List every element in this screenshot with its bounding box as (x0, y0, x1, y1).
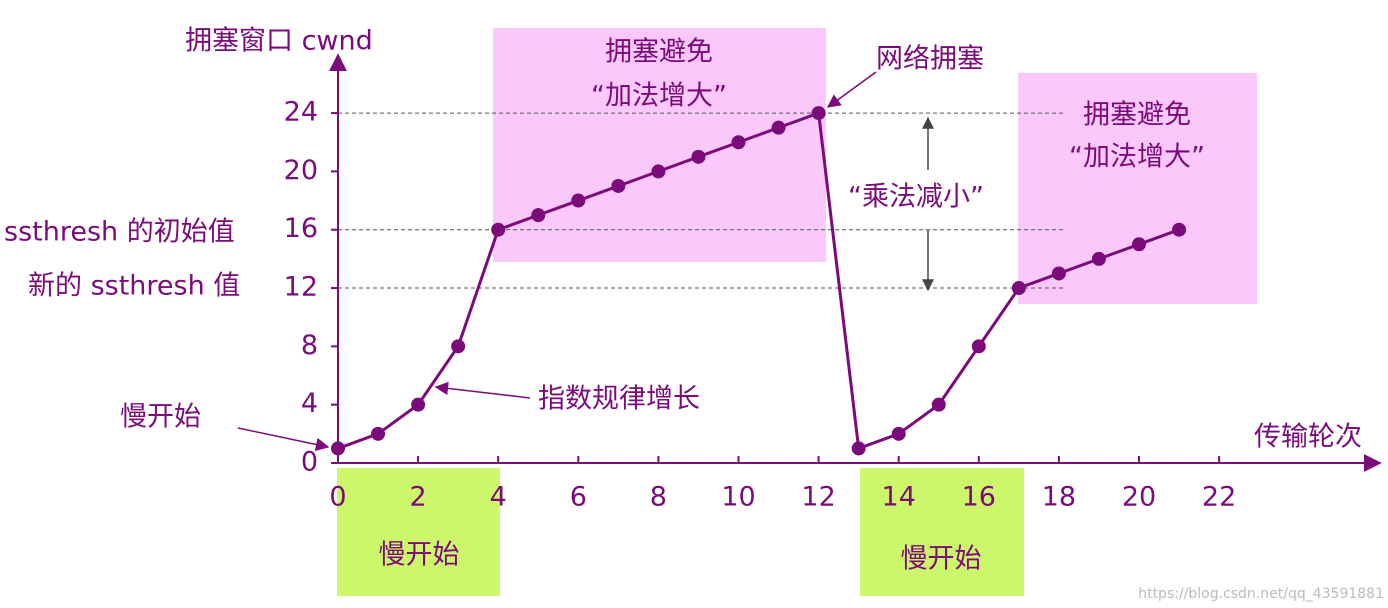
x-tick-label: 22 (1202, 482, 1236, 513)
avoidance-box (1018, 73, 1257, 304)
point (411, 397, 426, 412)
y-tick-label: 16 (284, 213, 318, 244)
x-tick-label: 12 (801, 482, 835, 513)
pointer-arrow (237, 427, 330, 452)
y-axis-title: 拥塞窗口 cwnd (185, 26, 373, 57)
point (691, 149, 706, 164)
annotation: “加法增大” (591, 81, 727, 112)
annotation: 拥塞避免 (1083, 100, 1191, 131)
point (811, 106, 826, 121)
annotation: “加法增大” (1069, 142, 1205, 173)
x-tick-label: 8 (650, 482, 667, 513)
point (731, 135, 746, 150)
point (371, 426, 386, 441)
x-tick-label: 6 (570, 482, 587, 513)
avoidance-box (493, 28, 826, 262)
point (491, 222, 506, 237)
annotation: 新的 ssthresh 值 (28, 271, 240, 302)
point (931, 397, 946, 412)
point (771, 120, 786, 135)
point (451, 339, 466, 354)
pointer-arrow (826, 71, 877, 108)
annotation: ssthresh 的初始值 (4, 217, 235, 248)
y-tick-label: 8 (301, 330, 318, 361)
point (1011, 281, 1026, 296)
y-tick-label: 20 (284, 155, 318, 186)
annotation: 慢开始 (901, 544, 982, 575)
x-tick-label: 2 (410, 482, 427, 513)
point (851, 441, 866, 456)
point (891, 426, 906, 441)
point (1172, 222, 1187, 237)
point (531, 208, 546, 223)
slow-start-box (860, 468, 1024, 596)
point (1091, 251, 1106, 266)
reference-lines (338, 112, 1065, 289)
plot (331, 106, 1187, 456)
y-tick-label: 4 (301, 388, 318, 419)
y-tick-label: 12 (284, 272, 318, 303)
slow-start-box (337, 468, 500, 596)
x-axis-title: 传输轮次 (1254, 422, 1362, 453)
y-tick-label: 24 (284, 97, 318, 128)
x-tick-label: 0 (329, 482, 346, 513)
annotation: 慢开始 (120, 402, 201, 433)
annotation: 拥塞避免 (605, 37, 713, 68)
series-line (337, 111, 1180, 451)
annotation: “乘法减小” (848, 182, 984, 213)
annotation: 网络拥塞 (876, 44, 984, 75)
x-tick-label: 14 (882, 482, 916, 513)
point (1051, 266, 1066, 281)
x-tick-label: 4 (490, 482, 507, 513)
point (1132, 237, 1146, 252)
x-tick-label: 16 (962, 482, 996, 513)
y-tick-label: 0 (301, 447, 318, 478)
watermark: https://blog.csdn.net/qq_43591881 (1138, 586, 1384, 602)
x-tick-label: 20 (1122, 482, 1156, 513)
annotation: 慢开始 (379, 540, 460, 571)
annotation: 指数规律增长 (538, 384, 700, 415)
point (971, 339, 986, 354)
pointer-arrow (434, 381, 531, 399)
point (651, 164, 666, 179)
point (331, 441, 345, 456)
x-tick-label: 18 (1042, 482, 1076, 513)
point (571, 193, 586, 208)
point (611, 178, 626, 193)
x-tick-label: 10 (721, 482, 755, 513)
